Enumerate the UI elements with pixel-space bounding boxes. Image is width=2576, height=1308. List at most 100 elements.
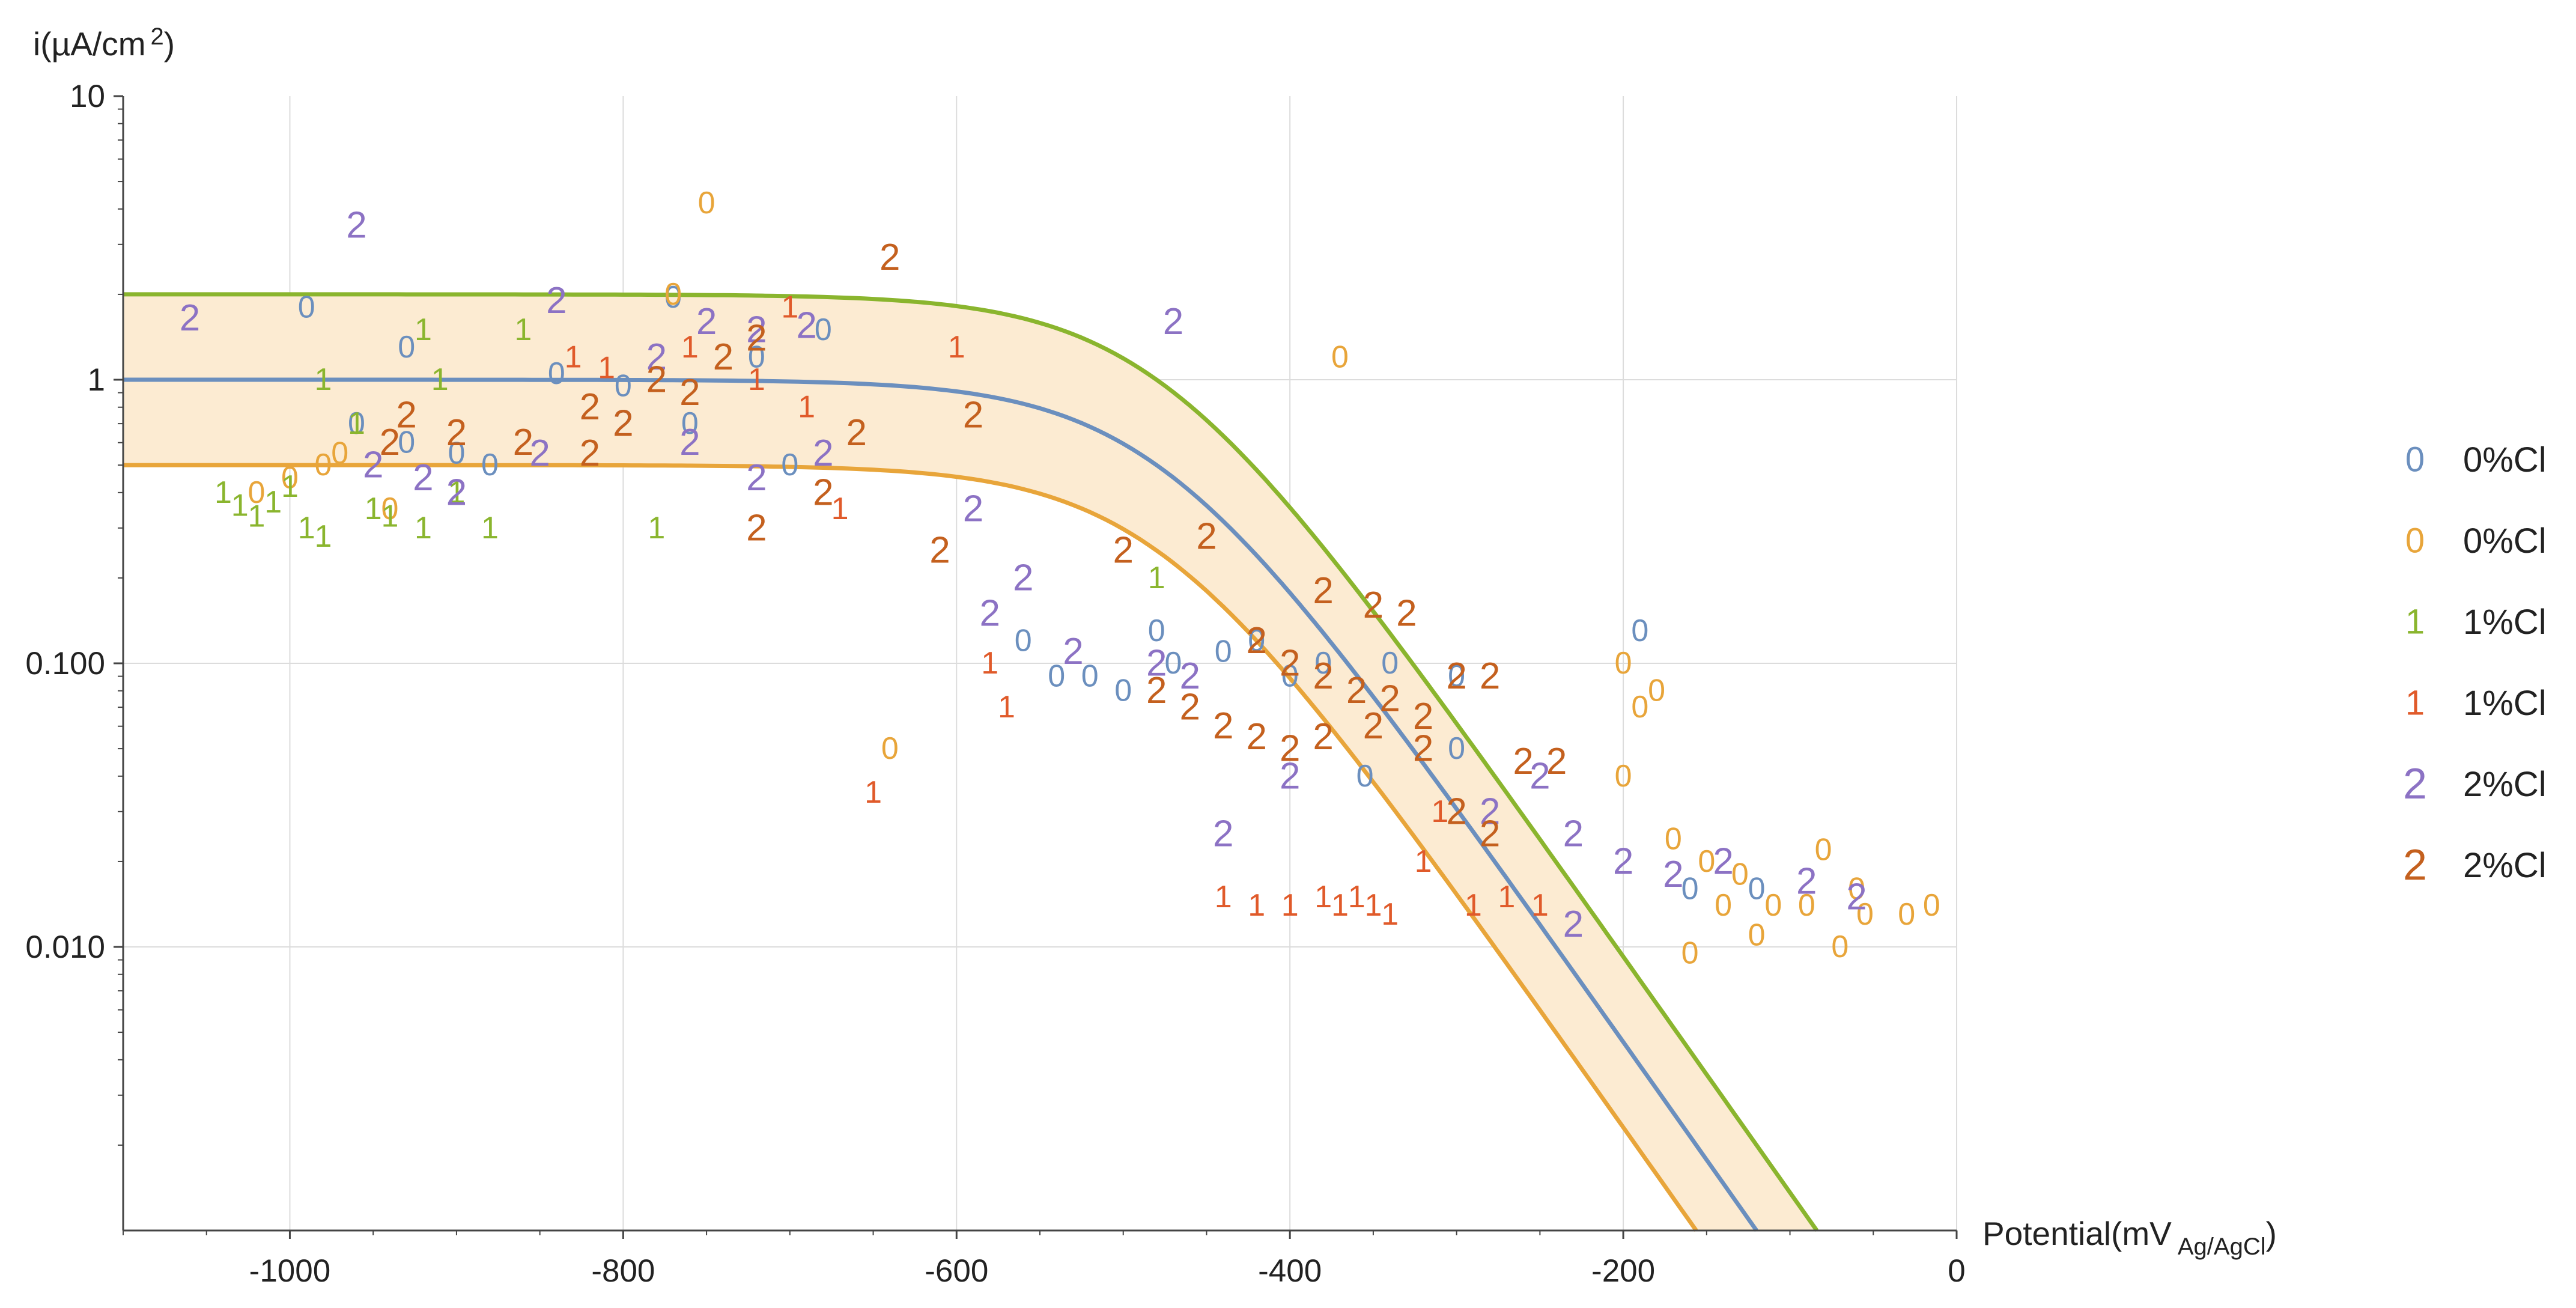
data-point: 0 — [1631, 613, 1648, 648]
legend-label: 1%Cl — [2463, 603, 2547, 642]
data-point: 0 — [398, 425, 415, 460]
data-point: 2 — [929, 530, 950, 571]
data-point: 0 — [1048, 659, 1065, 694]
y-tick-label: 0.100 — [25, 646, 105, 681]
data-point: 2 — [580, 386, 600, 428]
data-point: 2 — [1563, 814, 1584, 855]
data-point: 2 — [1613, 841, 1633, 882]
data-point: 2 — [613, 403, 633, 445]
model-curve-lower — [123, 463, 1698, 1232]
data-point: 0 — [1148, 613, 1165, 648]
data-point: 2 — [1530, 755, 1550, 797]
data-point: 0 — [1715, 888, 1732, 923]
x-axis-title: Potential(mV Ag/AgCl) — [1982, 1215, 2277, 1260]
data-point: 2 — [1446, 656, 1466, 697]
data-point: 2 — [646, 359, 667, 401]
confidence-band — [123, 294, 1817, 1230]
data-point: 2 — [1163, 301, 1183, 342]
data-point: 1 — [415, 511, 432, 546]
data-point: 2 — [529, 433, 550, 474]
legend: 0 0%Cl 0 0%Cl 1 1%Cl 1 1%Cl 2 2%Cl 2 2%Cl — [2403, 440, 2547, 890]
data-point: 2 — [380, 422, 400, 463]
data-point: 2 — [813, 433, 833, 474]
data-point: 1 — [264, 485, 282, 520]
data-point: 0 — [698, 186, 715, 221]
data-point: 0 — [398, 330, 415, 365]
data-point: 1 — [798, 390, 815, 425]
data-point: 0 — [1764, 888, 1782, 923]
data-point: 2 — [1480, 656, 1500, 697]
data-point: 2 — [1513, 741, 1533, 782]
data-point: 0 — [1015, 624, 1032, 659]
data-point: 2 — [1196, 516, 1217, 557]
data-point: 0 — [248, 475, 266, 510]
data-point: 2 — [1313, 570, 1333, 612]
data-point: 2 — [713, 336, 734, 378]
model-curve-middle — [123, 377, 1758, 1232]
data-point: 2 — [1280, 728, 1300, 770]
legend-marker: 2 — [2403, 760, 2427, 808]
data-point: 2 — [1113, 530, 1133, 571]
data-point: 2 — [346, 205, 366, 246]
data-point: 2 — [1146, 643, 1167, 684]
data-point: 1 — [948, 330, 965, 365]
data-point: 1 — [514, 312, 532, 347]
data-point: 0 — [548, 356, 565, 391]
data-point: 1 — [1314, 880, 1332, 914]
data-point: 0 — [298, 290, 315, 325]
data-point: 2 — [1013, 557, 1033, 598]
data-point: 2 — [679, 372, 700, 413]
data-point: 1 — [1531, 888, 1549, 923]
data-point: 2 — [1246, 716, 1266, 758]
data-point: 0 — [448, 436, 465, 471]
legend-marker: 0 — [2405, 522, 2425, 561]
data-point: 1 — [831, 491, 849, 526]
data-point: 1 — [231, 488, 249, 523]
x-tick-label: -400 — [1258, 1253, 1322, 1289]
legend-label: 1%Cl — [2463, 684, 2547, 723]
legend-marker: 2 — [2403, 841, 2427, 889]
data-point: 1 — [1415, 844, 1432, 879]
data-point: 1 — [415, 312, 432, 347]
legend-label: 0%Cl — [2463, 440, 2547, 479]
data-point: 1 — [381, 499, 398, 534]
data-point: 2 — [1413, 728, 1433, 770]
data-point: 0 — [1281, 659, 1299, 694]
data-point: 2 — [1396, 592, 1417, 634]
data-point: 1 — [348, 406, 365, 441]
data-point: 0 — [281, 461, 299, 496]
data-point: 1 — [365, 491, 382, 526]
data-point: 1 — [1281, 888, 1299, 923]
data-point: 0 — [1648, 674, 1665, 708]
data-point: 2 — [746, 507, 767, 549]
data-point: 0 — [1848, 872, 1865, 907]
data-point: 1 — [1148, 561, 1165, 595]
data-point: 2 — [1346, 670, 1367, 711]
data-point: 2 — [1796, 861, 1817, 902]
data-point: 1 — [248, 499, 266, 534]
data-point: 1 — [1248, 888, 1265, 923]
data-point: 0 — [1215, 634, 1232, 669]
data-point: 2 — [796, 305, 816, 347]
data-point: 1 — [1364, 888, 1382, 923]
data-point: 0 — [1731, 857, 1749, 892]
data-point: 2 — [1063, 631, 1083, 672]
data-point: 0 — [1923, 888, 1940, 923]
data-point: 2 — [580, 433, 600, 474]
data-point: 2 — [1363, 585, 1384, 626]
data-point: 2 — [513, 422, 533, 463]
data-point: 2 — [546, 280, 567, 321]
legend-marker: 1 — [2405, 684, 2425, 723]
data-point: 0 — [1165, 646, 1182, 681]
data-point: 0 — [481, 448, 499, 482]
data-point: 1 — [1498, 880, 1515, 914]
data-point: 0 — [1615, 759, 1632, 794]
data-point: 2 — [1446, 791, 1466, 832]
data-point: 2 — [696, 301, 717, 342]
x-tick-label: -600 — [925, 1253, 988, 1289]
data-point: 1 — [1431, 794, 1448, 829]
data-point: 2 — [1246, 620, 1266, 662]
data-point: 1 — [998, 690, 1015, 725]
